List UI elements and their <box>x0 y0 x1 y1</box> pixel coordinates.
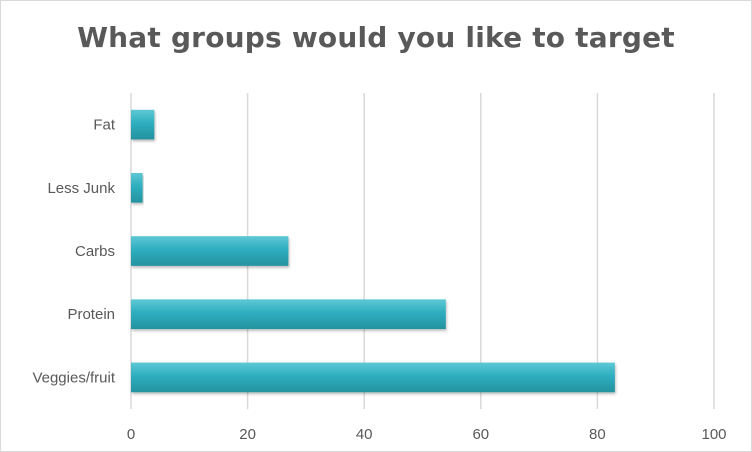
x-tick-label: 0 <box>127 426 135 443</box>
bar-carbs <box>131 236 289 266</box>
chart-title: What groups would you like to target <box>77 21 675 54</box>
bar-fat <box>131 109 155 140</box>
x-tick-label: 80 <box>589 426 606 443</box>
bars <box>131 109 615 393</box>
category-label: Less Junk <box>47 180 115 197</box>
category-label: Carbs <box>75 243 115 260</box>
category-labels: Fat Less Junk Carbs Protein Veggies/fruit <box>32 117 115 387</box>
x-tick-label: 60 <box>472 426 489 443</box>
x-tick-label: 40 <box>356 426 373 443</box>
bar-veggies-fruit <box>131 362 615 393</box>
category-label: Protein <box>67 306 115 323</box>
x-tick-label: 100 <box>701 426 726 443</box>
category-label: Fat <box>93 117 116 134</box>
bar-less-junk <box>131 172 143 203</box>
x-tick-labels: 0 20 40 60 80 100 <box>127 426 727 443</box>
category-label: Veggies/fruit <box>32 369 115 386</box>
bar-protein <box>131 299 446 330</box>
x-tick-label: 20 <box>239 426 256 443</box>
